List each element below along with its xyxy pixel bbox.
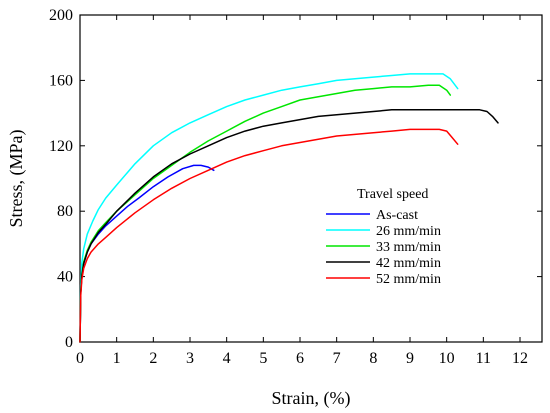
- y-axis: 0 40 80 120 160 200: [49, 7, 542, 351]
- series-line-4: [79, 109, 499, 343]
- series-line-5: [79, 128, 459, 343]
- legend-label-5: 52 mm/min: [376, 272, 441, 287]
- x-tick-label: 0: [76, 350, 84, 367]
- x-tick-label: 1: [113, 350, 121, 367]
- series-line-2: [79, 73, 459, 343]
- x-tick-label: 2: [149, 350, 157, 367]
- x-tick-label: 7: [333, 350, 341, 367]
- x-axis: 0 1 2 3 4 5 6 7 8 9 10 11 12: [76, 15, 528, 367]
- y-tick-label: 80: [57, 203, 73, 220]
- x-tick-label: 9: [406, 350, 414, 367]
- x-tick-label: 10: [439, 350, 455, 367]
- series-group: [79, 73, 499, 343]
- series-line-1: [79, 164, 215, 343]
- x-tick-label: 6: [296, 350, 304, 367]
- x-tick-label: 3: [186, 350, 194, 367]
- x-tick-label: 8: [369, 350, 377, 367]
- legend-label-3: 33 mm/min: [376, 240, 441, 255]
- legend-title: Travel speed: [357, 187, 428, 202]
- y-axis-label: Stress, (MPa): [6, 129, 27, 227]
- y-tick-label: 160: [49, 72, 73, 89]
- legend-label-2: 26 mm/min: [376, 224, 441, 239]
- y-tick-label: 40: [57, 269, 73, 286]
- y-tick-label: 0: [65, 334, 73, 351]
- y-tick-label: 200: [49, 7, 73, 24]
- x-tick-label: 12: [512, 350, 528, 367]
- x-tick-label: 4: [223, 350, 231, 367]
- x-tick-label: 5: [259, 350, 267, 367]
- y-tick-label: 120: [49, 138, 73, 155]
- plot-frame: [79, 14, 543, 343]
- x-axis-label: Strain, (%): [272, 388, 351, 409]
- legend-label-4: 42 mm/min: [376, 256, 441, 271]
- legend-label-1: As-cast: [376, 208, 418, 223]
- x-tick-label: 11: [476, 350, 491, 367]
